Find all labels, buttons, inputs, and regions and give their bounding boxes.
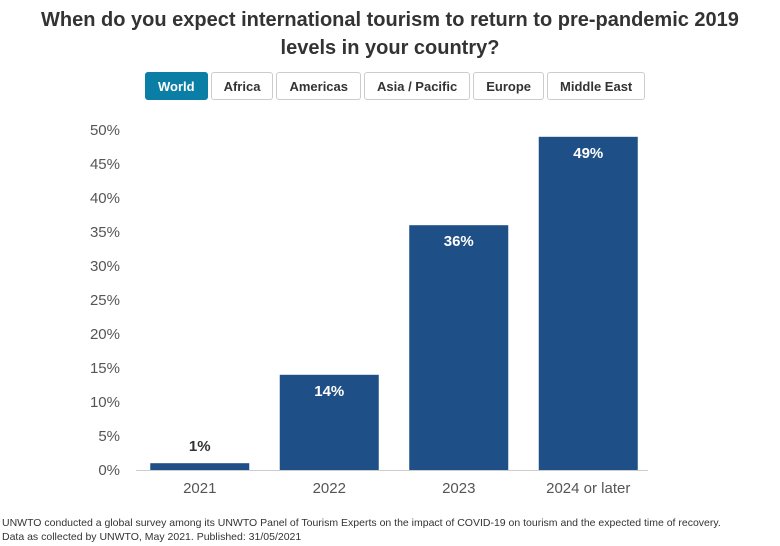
bar: [538, 136, 638, 471]
y-tick-label: 25%: [90, 292, 120, 309]
y-tick-label: 40%: [90, 190, 120, 207]
data-label: 1%: [189, 438, 211, 455]
tab-world[interactable]: World: [145, 72, 208, 100]
x-tick-label: 2022: [313, 480, 346, 497]
data-label: 36%: [444, 233, 474, 250]
y-tick-label: 0%: [98, 462, 120, 479]
tab-europe[interactable]: Europe: [473, 72, 545, 100]
chart-title: When do you expect international tourism…: [0, 6, 780, 62]
x-tick-label: 2023: [442, 480, 475, 497]
bar: [279, 374, 379, 470]
data-label: 14%: [314, 383, 344, 400]
tab-asia-pacific[interactable]: Asia / Pacific: [364, 72, 471, 100]
y-tick-label: 50%: [90, 122, 120, 139]
tab-africa[interactable]: Africa: [210, 72, 274, 100]
y-tick-label: 15%: [90, 360, 120, 377]
y-tick-label: 30%: [90, 258, 120, 275]
footer-source: Data as collected by UNWTO, May 2021. Pu…: [2, 531, 302, 543]
tab-middle-east[interactable]: Middle East: [547, 72, 646, 100]
bar-chart: 0% 5% 10% 15% 20% 25% 30% 35% 40% 45% 50% 2021 1% 202…: [90, 122, 648, 497]
region-tabs: World Africa Americas Asia / Pacific Europe M…: [145, 72, 646, 100]
y-tick-label: 20%: [90, 326, 120, 343]
y-tick-label: 35%: [90, 224, 120, 241]
bar: [409, 225, 509, 470]
footer-note: UNWTO conducted a global survey among it…: [2, 517, 721, 529]
data-label: 49%: [573, 145, 603, 162]
tab-americas[interactable]: Americas: [276, 72, 361, 100]
title-line-2: levels in your country?: [280, 37, 500, 59]
bar: [150, 463, 250, 470]
y-tick-label: 45%: [90, 156, 120, 173]
y-tick-label: 5%: [98, 428, 120, 445]
y-tick-label: 10%: [90, 394, 120, 411]
title-line-1: When do you expect international tourism…: [41, 9, 739, 31]
x-tick-label: 2021: [183, 480, 216, 497]
x-tick-label: 2024 or later: [546, 480, 630, 497]
footer: UNWTO conducted a global survey among it…: [2, 516, 721, 544]
